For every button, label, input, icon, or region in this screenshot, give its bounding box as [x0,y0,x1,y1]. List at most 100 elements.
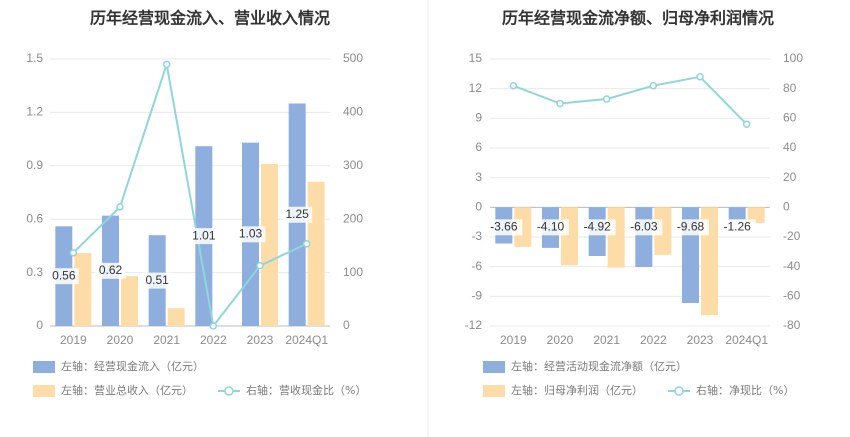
chart-title: 历年经营现金流净额、归母净利润情况 [502,9,774,28]
y-tick-left: 0.6 [26,211,43,225]
data-label: 1.25 [285,207,309,221]
y-tick-left: 3 [475,170,482,184]
data-label-bg [142,272,173,289]
bar-secondary [747,207,765,224]
y-tick-left: 0 [475,200,482,214]
y-tick-left: -9 [471,289,482,303]
y-tick-right: 300 [343,158,363,172]
x-tick-label: 2021 [593,333,620,347]
y-tick-left: -3 [471,229,482,243]
bar-secondary [607,207,625,268]
line-point [696,73,704,81]
x-tick-label: 2019 [60,333,87,347]
legend-item: 左轴：经营活动现金流净额（亿元） [483,359,687,373]
x-tick-label: 2023 [687,333,714,347]
data-label: 1.03 [239,227,263,241]
data-label: 0.56 [52,268,76,282]
bar-secondary [74,253,92,326]
y-tick-left: 6 [475,140,482,154]
y-tick-left: 1.2 [26,105,43,119]
data-label-bg [95,262,126,279]
y-tick-right: 100 [783,51,803,65]
bar-secondary [561,207,578,266]
data-label-bg [672,219,709,236]
bar-secondary [167,308,185,326]
bar-secondary [261,164,278,326]
data-label: 1.01 [192,228,216,242]
y-tick-right: 100 [343,265,363,279]
data-label-bg [625,219,663,236]
y-tick-left: 1.5 [26,51,43,65]
legend-item: 右轴：营收现金比（%） [218,383,366,397]
line-point [649,81,658,90]
legend-swatch [33,361,55,373]
line-point [69,249,78,257]
data-label: -6.03 [630,220,658,234]
legend-label: 右轴：营收现金比（%） [246,383,366,397]
y-tick-right: 500 [343,51,363,65]
line-point [556,99,564,108]
x-tick-label: 2023 [247,333,274,347]
x-tick-label: 2020 [107,333,134,347]
data-label: -4.92 [583,220,611,234]
line-point [209,322,218,330]
x-tick-label: 2020 [547,333,574,347]
data-label-bg [578,219,616,236]
bar-secondary [307,181,325,326]
legend-item: 右轴：净现比（%） [668,383,794,397]
series-line [72,64,308,329]
y-tick-left: 12 [469,81,483,95]
data-label: 0.51 [145,273,169,287]
data-label-bg [235,226,266,243]
legend-swatch [33,385,55,397]
data-label-bg [282,206,313,223]
legend-label: 左轴：归母净利润（亿元） [511,383,643,397]
x-tick-label: 2021 [153,333,180,347]
data-label: -1.26 [723,220,751,234]
data-label-bg [48,268,79,285]
line-point [602,95,611,103]
y-tick-right: 400 [343,105,363,119]
legend-swatch [483,361,505,373]
chart-1: 历年经营现金流入、营业收入情况 0 0.3 0.6 0.9 1.2 1.5 0 100 200 30… [26,9,366,397]
bar-secondary [514,207,532,247]
legend-label: 右轴：净现比（%） [696,383,794,397]
x-tick-label: 2022 [200,333,227,347]
bar-primary [728,207,746,220]
legend-swatch [483,385,505,397]
y-tick-left: 0.9 [26,158,43,172]
legend-label: 左轴：经营活动现金流净额（亿元） [511,359,687,373]
series-line [512,75,748,125]
line-point [116,203,124,211]
y-tick-left: 0.3 [26,265,43,279]
y-tick-left: 9 [475,111,482,125]
y-tick-right: 200 [343,211,363,225]
y-tick-right: 40 [783,140,797,154]
data-label-bg [188,228,219,245]
bar-secondary [121,276,138,326]
data-label-bg [485,219,523,236]
line-point [742,120,751,129]
data-label: 0.62 [99,263,123,277]
legend-label: 左轴：营业总收入（亿元） [61,383,193,397]
chart-2: 历年经营现金流净额、归母净利润情况 -12 -9 -6 -3 0 3 6 9 12 15 -80 -60… [465,9,803,397]
y-tick-left: 0 [36,318,43,332]
data-label: -4.10 [537,220,565,234]
y-tick-right: -60 [783,289,801,303]
data-label-bg [532,219,569,236]
legend-marker [674,386,684,396]
chart-title: 历年经营现金流入、营业收入情况 [90,9,330,28]
bar-secondary [654,207,672,255]
line-point [256,261,264,270]
y-tick-left: -6 [471,259,482,273]
y-tick-right: -80 [783,318,801,332]
y-tick-right: 60 [783,111,797,125]
y-tick-left: -12 [465,318,483,332]
legend-item: 左轴：归母净利润（亿元） [483,383,643,397]
y-tick-right: -40 [783,259,801,273]
y-tick-right: 0 [343,318,350,332]
legend-marker [224,386,234,396]
line-point [162,60,171,69]
data-label-bg [718,219,756,236]
